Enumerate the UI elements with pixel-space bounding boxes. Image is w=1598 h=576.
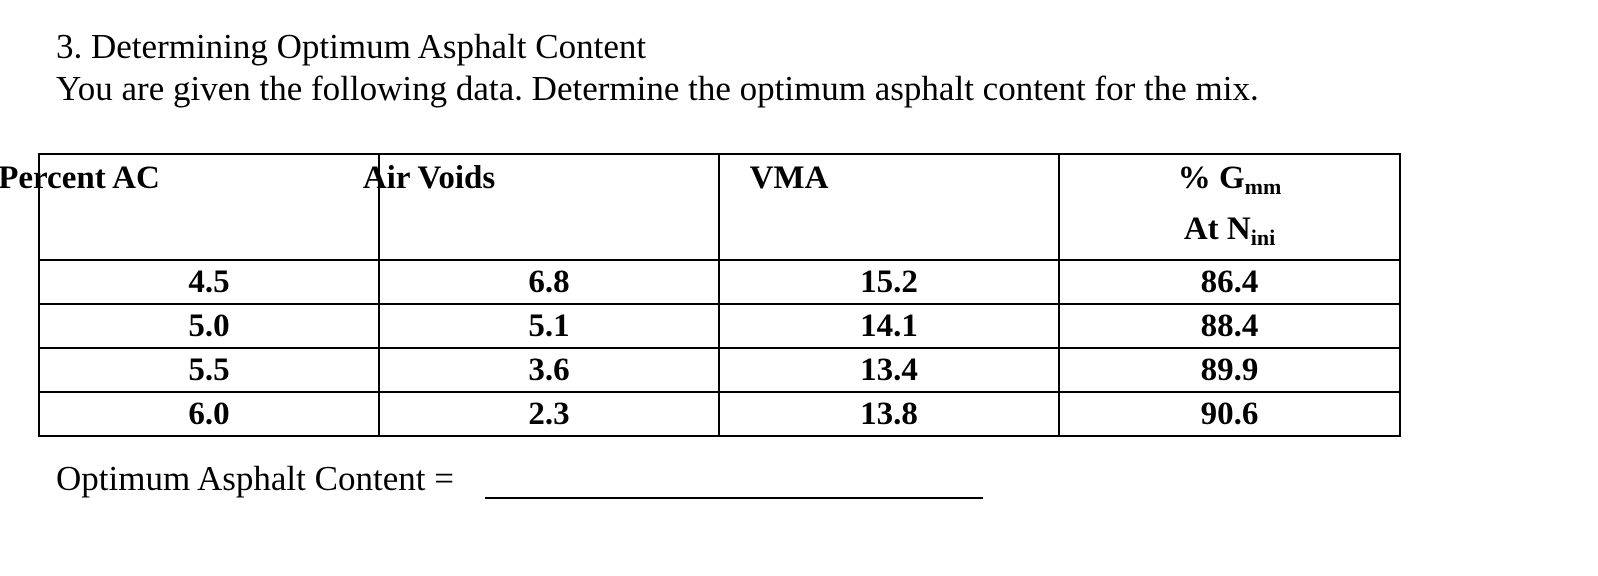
header-gmm-at-nini: % Gmm At Nini [1058,153,1401,261]
cell-percent-ac: 5.0 [38,303,380,349]
cell-gmm: 90.6 [1058,391,1401,437]
header-air-voids-label: Air Voids [362,160,496,196]
header-nini-prefix: At N [1183,211,1251,247]
cell-percent-ac: 5.5 [38,347,380,393]
table-row: 4.5 6.8 15.2 86.4 [38,259,1401,305]
cell-percent-ac: 6.0 [38,391,380,437]
data-table: Percent AC Air Voids VMA % Gmm At Nini 4… [0,153,1401,437]
cell-air-voids: 5.1 [378,303,720,349]
header-nini: At Nini [1060,208,1399,259]
cell-gmm: 86.4 [1058,259,1401,305]
header-percent-ac-label: Percent AC [0,160,160,196]
cell-vma: 15.2 [718,259,1060,305]
cell-vma: 13.4 [718,347,1060,393]
table-row: 6.0 2.3 13.8 90.6 [38,391,1401,437]
header-percent-ac: Percent AC [0,153,380,261]
problem-title: 3. Determining Optimum Asphalt Content [56,27,647,66]
problem-instructions: You are given the following data. Determ… [56,69,1259,108]
table-row: 5.0 5.1 14.1 88.4 [38,303,1401,349]
header-nini-subscript: ini [1250,225,1276,250]
cell-gmm: 89.9 [1058,347,1401,393]
cell-air-voids: 3.6 [378,347,720,393]
cell-vma: 14.1 [718,303,1060,349]
table-header-row: Percent AC Air Voids VMA % Gmm At Nini [0,153,1401,261]
header-vma-label: VMA [749,160,829,196]
cell-air-voids: 2.3 [378,391,720,437]
header-air-voids: Air Voids [363,153,720,261]
header-gmm-subscript: mm [1244,174,1282,199]
header-gmm: % Gmm [1060,157,1399,208]
header-vma: VMA [718,153,1060,261]
header-gmm-prefix: % G [1177,160,1245,196]
table-row: 5.5 3.6 13.4 89.9 [38,347,1401,393]
answer-label: Optimum Asphalt Content = [56,459,454,498]
cell-air-voids: 6.8 [378,259,720,305]
answer-blank[interactable] [485,497,983,499]
cell-percent-ac: 4.5 [38,259,380,305]
cell-gmm: 88.4 [1058,303,1401,349]
cell-vma: 13.8 [718,391,1060,437]
